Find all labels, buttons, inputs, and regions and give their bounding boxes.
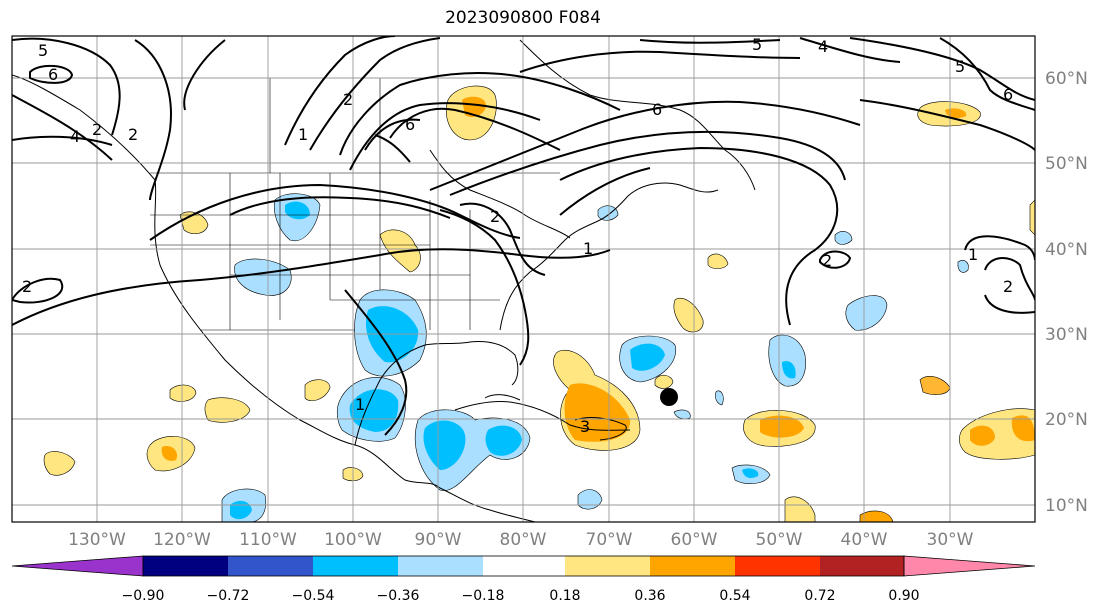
colorbar-extend-min <box>11 555 144 577</box>
lat-label: 20°N <box>1045 410 1088 430</box>
contour-label: 6 <box>48 65 58 84</box>
lon-label: 100°W <box>324 530 382 550</box>
colorbar-segment <box>650 556 735 576</box>
contour-label: 2 <box>22 277 32 296</box>
lat-label: 30°N <box>1045 325 1088 345</box>
colorbar-extend-max <box>903 555 1036 577</box>
colorbar <box>11 555 1036 577</box>
lat-label: 50°N <box>1045 154 1088 174</box>
lon-label: 70°W <box>586 530 633 550</box>
storm-position-marker <box>660 388 678 406</box>
contour-label: 2 <box>92 120 102 139</box>
colorbar-tick-label: −0.36 <box>377 588 420 604</box>
colorbar-segment <box>735 556 820 576</box>
colorbar-segment <box>313 556 398 576</box>
contour-label: 1 <box>583 239 593 258</box>
lat-label: 10°N <box>1045 496 1088 516</box>
colorbar-tick-label: 0.72 <box>804 588 835 604</box>
latitude-labels: 60°N 50°N 40°N 30°N 20°N 10°N <box>1045 69 1088 516</box>
longitude-labels: 130°W 120°W 110°W 100°W 90°W 80°W 70°W 6… <box>68 530 974 550</box>
lon-label: 130°W <box>68 530 126 550</box>
colorbar-segment <box>143 556 228 576</box>
contour-label: 6 <box>652 100 662 119</box>
contour-label: 2 <box>128 125 138 144</box>
colorbar-tick-labels: −0.90 −0.72 −0.54 −0.36 −0.18 0.18 0.36 … <box>122 588 920 604</box>
coastlines <box>12 39 756 522</box>
colorbar-tick-label: −0.54 <box>292 588 335 604</box>
lon-label: 50°W <box>756 530 803 550</box>
colorbar-segment <box>820 556 904 576</box>
contour-label: 5 <box>752 35 762 54</box>
lon-label: 120°W <box>153 530 211 550</box>
contour-label: 3 <box>580 417 590 436</box>
colorbar-segment <box>398 556 483 576</box>
colorbar-tick-label: 0.18 <box>549 588 580 604</box>
map-title: 2023090800 F084 <box>445 8 601 28</box>
contour-label: 1 <box>298 125 308 144</box>
contour-lines <box>12 36 1035 436</box>
colorbar-tick-label: −0.18 <box>462 588 505 604</box>
lon-label: 80°W <box>500 530 547 550</box>
contour-label: 2 <box>822 251 832 270</box>
lat-label: 60°N <box>1045 69 1088 89</box>
lon-label: 30°W <box>927 530 974 550</box>
contour-label: 5 <box>38 41 48 60</box>
colorbar-tick-label: 0.54 <box>719 588 750 604</box>
lat-label: 40°N <box>1045 240 1088 260</box>
colorbar-tick-label: 0.90 <box>888 588 919 604</box>
contour-label-group: 5 6 4 2 1 2 6 2 5 4 5 6 6 2 1 2 2 1 2 1 … <box>22 35 1013 436</box>
contour-label: 6 <box>1003 85 1013 104</box>
colorbar-segment <box>228 556 313 576</box>
state-borders <box>150 77 560 331</box>
colorbar-segment <box>565 556 650 576</box>
colorbar-segment <box>483 556 565 576</box>
contour-label: 2 <box>343 90 353 109</box>
contour-label: 4 <box>818 37 828 56</box>
colorbar-tick-label: 0.36 <box>634 588 665 604</box>
contour-label: 1 <box>968 245 978 264</box>
lon-label: 90°W <box>415 530 462 550</box>
colorbar-tick-label: −0.72 <box>207 588 250 604</box>
lon-label: 40°W <box>841 530 888 550</box>
colorbar-tick-label: −0.90 <box>122 588 165 604</box>
contour-label: 2 <box>1003 277 1013 296</box>
contour-label: 5 <box>955 57 965 76</box>
contour-label: 4 <box>70 127 80 146</box>
plot-frame <box>11 35 1036 523</box>
contour-label: 1 <box>355 395 365 414</box>
contour-label: 6 <box>405 115 415 134</box>
anomaly-shading <box>43 85 1035 522</box>
lon-label: 60°W <box>671 530 718 550</box>
contour-label: 2 <box>490 207 500 226</box>
lon-label: 110°W <box>239 530 297 550</box>
